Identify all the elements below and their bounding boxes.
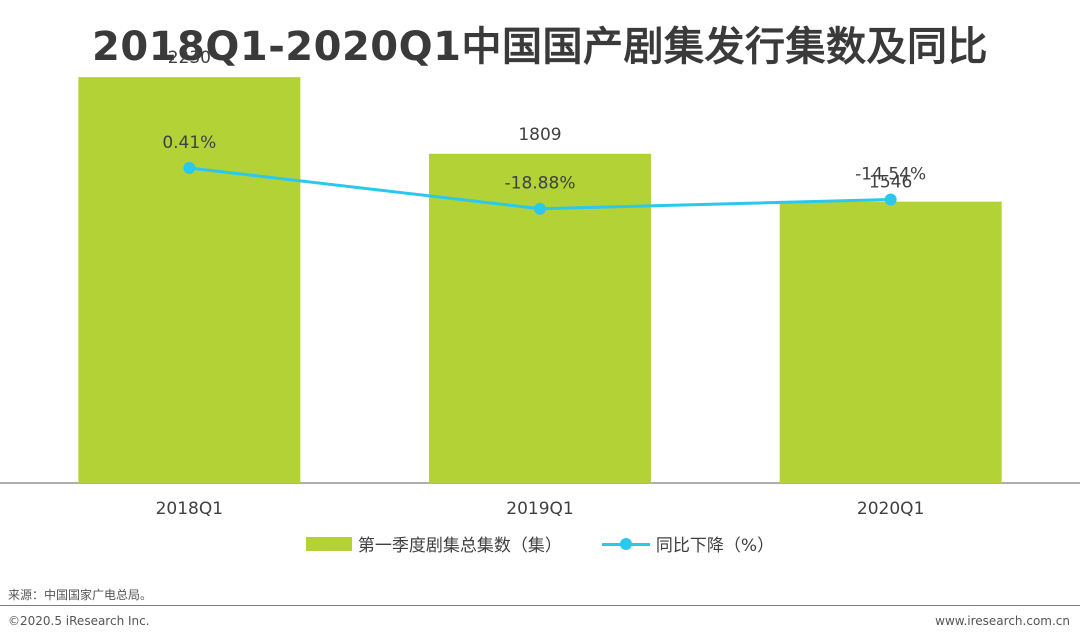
line-value-label: -18.88% [505, 174, 576, 194]
footer-divider [0, 605, 1080, 606]
legend-item-bar: 第一季度剧集总集数（集） [305, 531, 562, 556]
x-tick-label: 2019Q1 [506, 499, 573, 519]
x-tick-label: 2018Q1 [156, 499, 223, 519]
bar-2020Q1 [779, 201, 1002, 484]
line-point-2018Q1 [183, 162, 196, 174]
line-value-label: -14.54% [855, 165, 926, 185]
line-value-label: 0.41% [162, 133, 216, 153]
x-tick-label: 2020Q1 [857, 499, 924, 519]
copyright-text: ©2020.5 iResearch Inc. [8, 614, 150, 628]
chart-legend: 第一季度剧集总集数（集） 同比下降（%） [0, 531, 1080, 556]
legend-item-line: 同比下降（%） [601, 531, 775, 556]
website-link[interactable]: www.iresearch.com.cn [935, 614, 1070, 628]
legend-label-line: 同比下降（%） [655, 536, 775, 556]
legend-swatch-line [601, 537, 650, 551]
line-point-2019Q1 [534, 202, 546, 215]
bar-value-label: 1809 [518, 125, 561, 145]
bar-2018Q1 [78, 77, 301, 483]
chart-title: 2018Q1-2020Q1中国国产剧集发行集数及同比 [92, 24, 988, 70]
line-point-2020Q1 [884, 193, 897, 206]
bar-value-label: 1546 [869, 173, 912, 193]
bar-value-label: 2230 [168, 48, 211, 68]
legend-label-bar: 第一季度剧集总集数（集） [357, 536, 562, 556]
source-note: 来源：中国国家广电总局。 [8, 588, 153, 602]
legend-swatch-bar [305, 536, 352, 551]
